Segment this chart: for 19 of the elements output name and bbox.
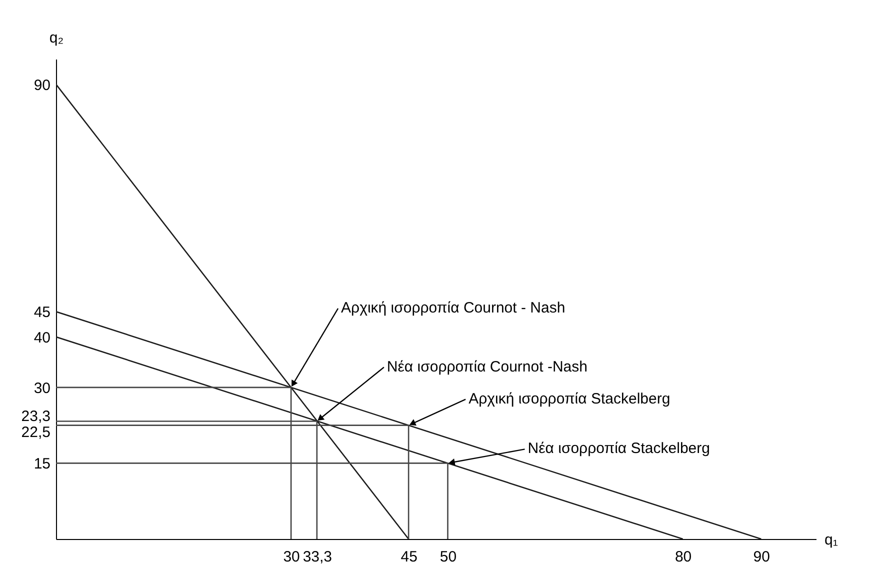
- x-tick-label: 33,3: [302, 548, 332, 566]
- x-tick-label: 30: [283, 548, 300, 566]
- y-tick-label: 40: [34, 329, 50, 346]
- y-tick-label: 90: [34, 76, 50, 94]
- annotation: Νέα ισορροπία Stackelberg: [528, 440, 710, 458]
- y-tick-label: 15: [34, 456, 50, 473]
- y-tick-label: 30: [34, 380, 50, 397]
- x-tick-label: 50: [440, 548, 457, 566]
- x-tick-label: 80: [674, 548, 692, 566]
- annotation: Αρχική ισορροπία Stackelberg: [468, 390, 670, 408]
- y-tick-label: 23,3: [21, 408, 50, 425]
- annotation: Αρχική ισορροπία Cournot - Nash: [341, 299, 566, 316]
- x-tick-label: 45: [400, 548, 418, 566]
- x-axis-title: q₁: [824, 532, 838, 548]
- y-tick-label: 45: [34, 304, 50, 322]
- annotation: Νέα ισορροπία Cournot -Nash: [386, 358, 588, 376]
- y-tick-label: 22,5: [21, 424, 50, 441]
- x-tick-label: 90: [753, 548, 770, 566]
- y-axis-title: q₂: [49, 30, 64, 46]
